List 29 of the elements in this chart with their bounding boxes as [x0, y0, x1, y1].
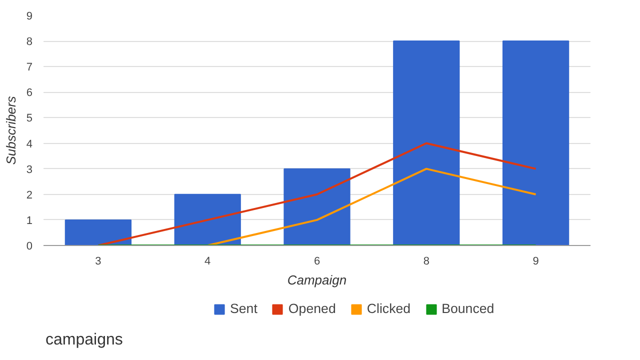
y-tick-label: 3	[26, 164, 33, 176]
text: campaigns	[46, 332, 123, 348]
legend-label: Opened	[288, 301, 336, 316]
bar	[174, 194, 241, 246]
legend-label: Clicked	[366, 301, 411, 316]
y-axis-title: Subscribers	[3, 96, 18, 165]
y-tick-label: 1	[26, 214, 33, 227]
x-tick-label: 3	[95, 256, 102, 268]
y-tick-label: 4	[26, 138, 33, 150]
x-tick-label: 4	[204, 256, 211, 268]
legend-label: Sent	[230, 301, 258, 316]
y-tick-label: 9	[26, 10, 33, 22]
x-tick-label: 8	[423, 256, 430, 268]
x-tick-label: 6	[314, 256, 320, 268]
line-series	[206, 168, 537, 246]
y-tick-label: 7	[26, 62, 33, 74]
y-tick-label: 5	[26, 112, 33, 125]
line-series	[97, 142, 537, 246]
bar	[502, 40, 570, 246]
y-tick-label: 2	[26, 189, 33, 202]
bar	[393, 40, 460, 246]
legend-label: Bounced	[442, 301, 494, 316]
bar	[64, 219, 132, 246]
x-tick-label: 9	[532, 256, 539, 268]
y-tick-label: 0	[26, 240, 33, 252]
bar	[284, 168, 350, 246]
y-tick-label: 6	[26, 87, 33, 100]
x-axis-title: Campaign	[287, 272, 347, 288]
y-tick-label: 8	[26, 36, 33, 48]
